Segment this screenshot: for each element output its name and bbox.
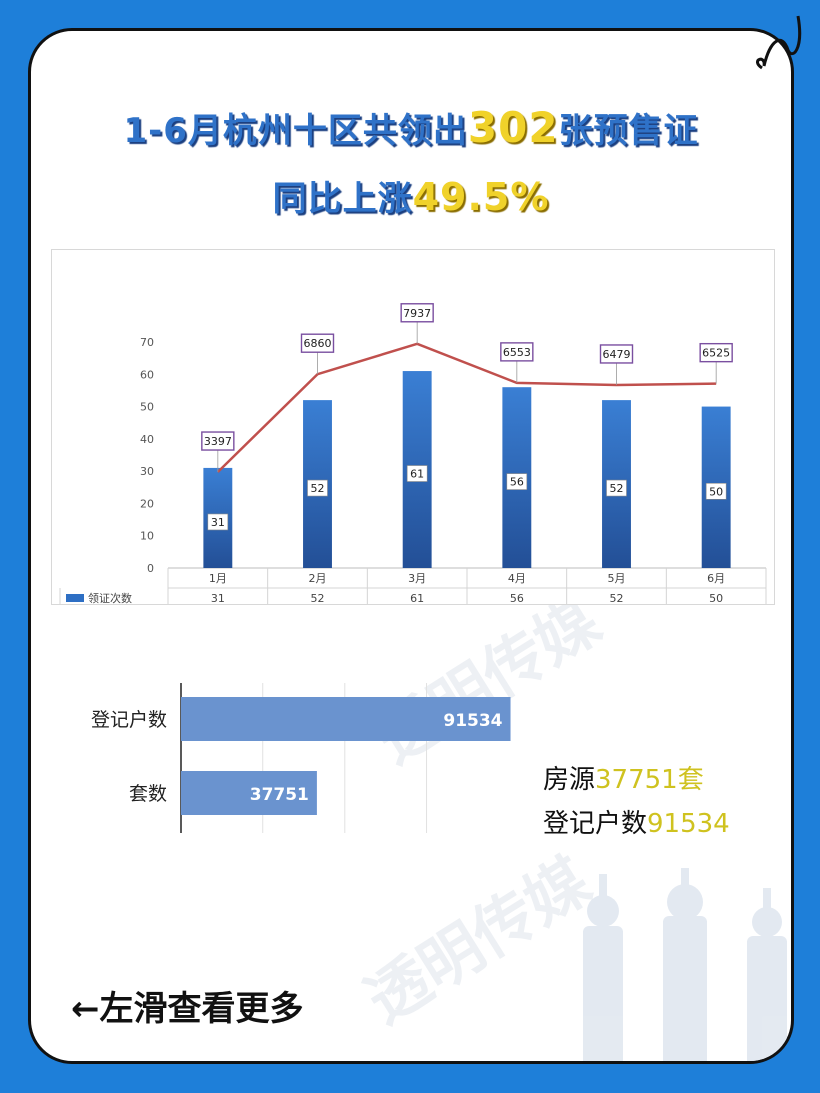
bar-label-box — [307, 479, 328, 497]
card: 透明传媒 透明传媒 透明传媒 1-6月杭州十区共领出302张预售证 同比上涨49… — [28, 28, 794, 1064]
table-cell-bar: 31 — [211, 592, 225, 604]
headline-growth: 49.5% — [412, 175, 550, 219]
left-axis-tick: 20 — [140, 497, 154, 510]
line-series-sets — [216, 342, 717, 473]
category-label: 3月 — [408, 572, 426, 585]
curl-decoration — [756, 15, 802, 70]
bar-data-label: 61 — [410, 468, 424, 481]
table-cell-bar: 52 — [311, 592, 325, 604]
table-cell-bar: 52 — [610, 592, 624, 604]
line-data-label: 6860 — [304, 337, 332, 350]
horizontal-bar-chart: 登记户数 91534 套数 37751 — [91, 683, 511, 833]
headline-line1: 1-6月杭州十区共领出302张预售证 — [123, 103, 699, 152]
table-cell-bar: 50 — [709, 592, 723, 604]
table-cell-bar: 61 — [410, 592, 424, 604]
headline-count: 302 — [467, 103, 559, 152]
bar-label-box — [406, 465, 428, 482]
bar-data-label: 52 — [610, 482, 624, 495]
table-cell-bar: 56 — [510, 592, 524, 604]
line-label-box — [599, 344, 634, 364]
left-axis-tick: 0 — [147, 562, 154, 575]
hbar-套数 — [181, 771, 317, 815]
line-label-box — [500, 342, 534, 362]
category-label: 1月 — [209, 572, 227, 585]
line-label-box — [201, 431, 235, 451]
line-label-box — [699, 342, 733, 363]
bar-data-label: 56 — [510, 476, 524, 489]
hbar-value-label: 37751 — [250, 785, 309, 805]
left-axis-tick: 70 — [140, 336, 154, 349]
bar-data-label: 31 — [211, 516, 225, 529]
bar-label-box — [506, 473, 528, 490]
left-axis-tick: 10 — [140, 530, 154, 543]
hbar-category-label: 登记户数 — [91, 709, 167, 731]
tower-decoration — [583, 868, 787, 1061]
combo-chart: 0102030405060700200040006000800031526156… — [51, 249, 775, 605]
line-data-label: 3397 — [204, 435, 232, 448]
line-data-label: 6479 — [603, 348, 631, 361]
legend-swatch-bar — [66, 594, 84, 602]
line-label-box — [400, 303, 434, 323]
hbar-value-label: 91534 — [443, 711, 502, 731]
line-label-box — [300, 333, 335, 353]
hbar-category-label: 套数 — [129, 783, 167, 805]
left-axis-tick: 60 — [140, 368, 154, 381]
bar-label-box — [606, 479, 627, 497]
legend-label-bar: 领证次数 — [88, 591, 132, 604]
bar-data-label: 52 — [311, 482, 325, 495]
category-label: 2月 — [309, 572, 327, 585]
category-label: 6月 — [707, 572, 725, 585]
left-axis-tick: 30 — [140, 465, 154, 478]
bar-label-box — [705, 482, 727, 500]
bar-label-box — [207, 513, 229, 531]
bar-data-label: 50 — [709, 485, 723, 498]
hbar-登记户数 — [181, 697, 511, 741]
category-label: 5月 — [608, 572, 626, 585]
summary-registrations: 登记户数91534 — [543, 809, 730, 839]
category-label: 4月 — [508, 572, 526, 585]
line-data-label: 7937 — [403, 307, 431, 320]
line-data-label: 6525 — [702, 347, 730, 360]
left-axis-tick: 40 — [140, 433, 154, 446]
summary-supply: 房源37751套 — [543, 765, 704, 795]
line-data-label: 6553 — [503, 346, 531, 359]
left-axis-tick: 50 — [140, 401, 154, 414]
combo-chart-svg: 0102030405060700200040006000800031526156… — [59, 303, 767, 604]
headline-line2: 同比上涨49.5% — [272, 175, 550, 219]
swipe-hint[interactable]: ←左滑查看更多 — [71, 989, 304, 1029]
